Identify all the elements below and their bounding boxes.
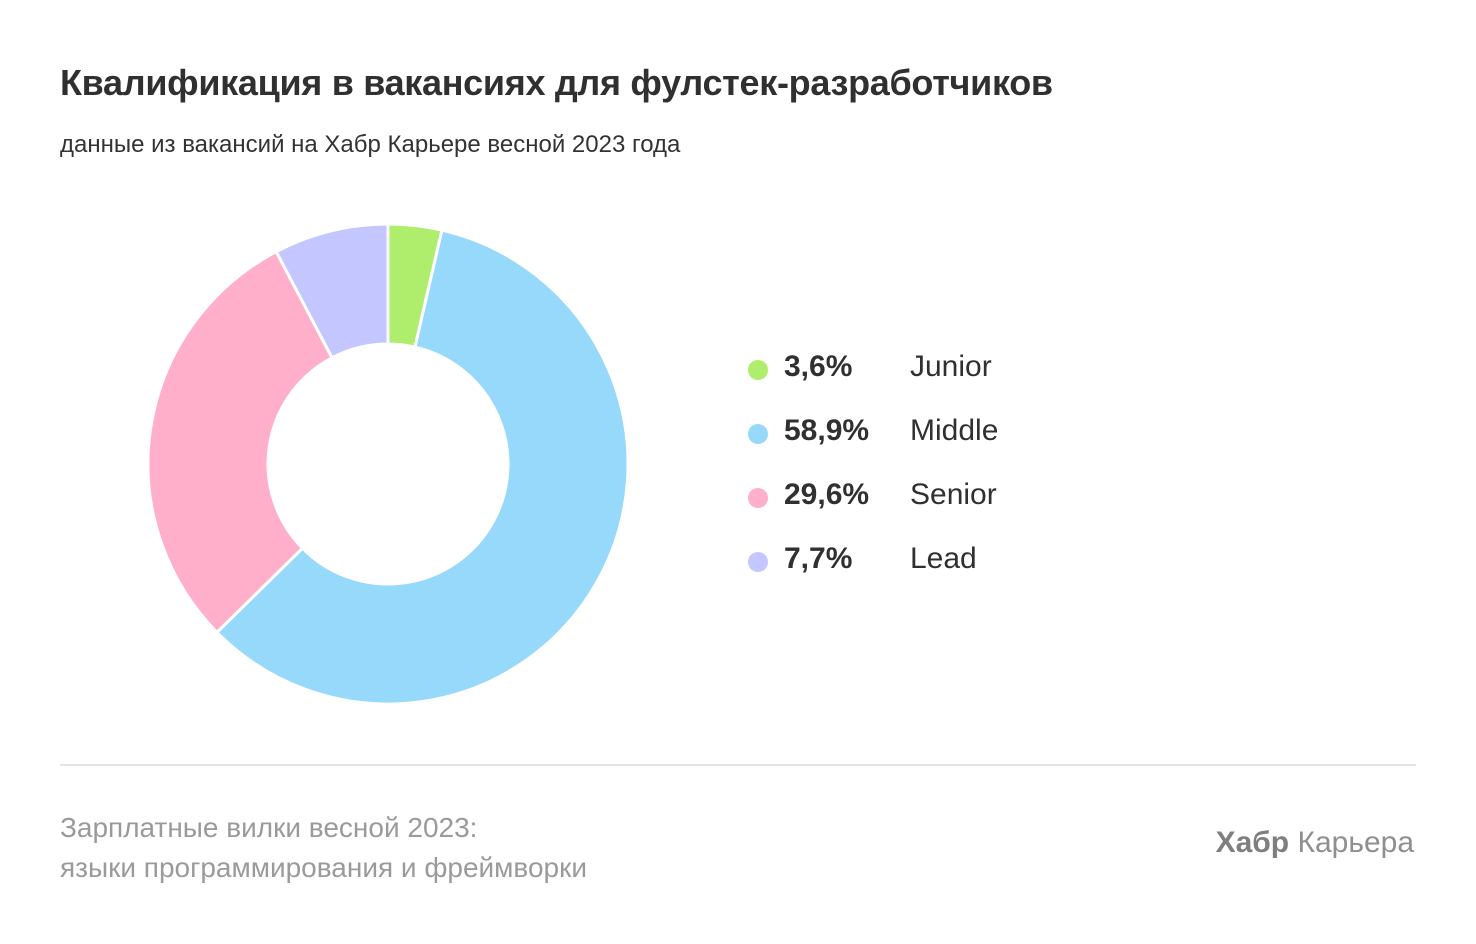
legend-label: Junior bbox=[910, 350, 992, 383]
chart-subtitle: данные из вакансий на Хабр Карьере весно… bbox=[60, 131, 681, 158]
footer-line-1: Зарплатные вилки весной 2023: bbox=[60, 812, 478, 843]
legend-percent: 3,6% bbox=[784, 350, 853, 383]
legend-label: Lead bbox=[910, 542, 977, 575]
chart-title: Квалификация в вакансиях для фулстек-раз… bbox=[60, 62, 1053, 103]
brand-bold: Хабр bbox=[1215, 826, 1290, 859]
legend-dot bbox=[748, 552, 768, 572]
legend-percent: 29,6% bbox=[784, 478, 870, 511]
footer-caption: Зарплатные вилки весной 2023: языки прог… bbox=[60, 808, 587, 888]
donut-slice-lead bbox=[274, 222, 390, 360]
legend-label: Senior bbox=[910, 478, 997, 511]
legend-percent: 58,9% bbox=[784, 414, 870, 447]
legend-percent: 7,7% bbox=[784, 542, 853, 575]
donut-chart bbox=[146, 222, 630, 706]
legend-dot bbox=[748, 360, 768, 380]
brand-logo: Хабр Карьера bbox=[1216, 826, 1414, 860]
divider bbox=[60, 764, 1416, 766]
legend-dot bbox=[748, 424, 768, 444]
legend-label: Middle bbox=[910, 414, 999, 447]
donut-slice-middle bbox=[214, 228, 630, 706]
brand-rest: Карьера bbox=[1297, 826, 1414, 859]
legend-dot bbox=[748, 488, 768, 508]
donut-slice-senior bbox=[146, 249, 335, 635]
footer-line-2: языки программирования и фреймворки bbox=[60, 852, 588, 883]
